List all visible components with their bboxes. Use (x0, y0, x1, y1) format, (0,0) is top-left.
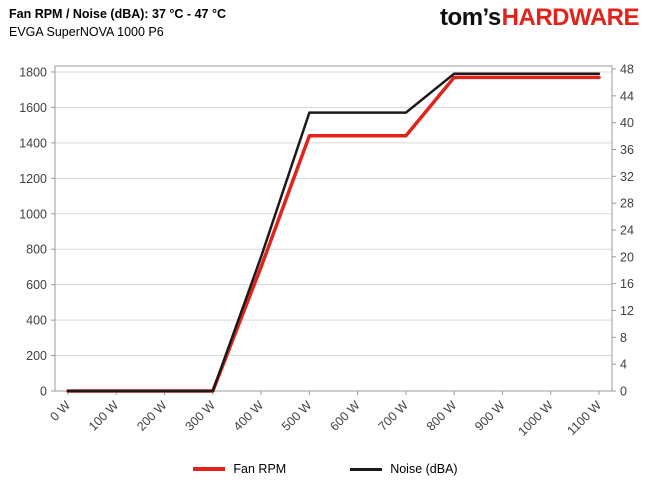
legend-item: Noise (dBA) (350, 462, 458, 476)
right-axis-tick-label: 36 (620, 143, 634, 157)
x-axis-tick-label: 200 W (134, 398, 170, 434)
chart-title: Fan RPM / Noise (dBA): 37 °C - 47 °C (9, 7, 226, 21)
chart-header: Fan RPM / Noise (dBA): 37 °C - 47 °C EVG… (9, 7, 226, 39)
x-axis-tick-label: 1100 W (564, 398, 604, 438)
right-axis-tick-label: 24 (620, 224, 634, 238)
right-axis-tick-label: 44 (620, 89, 634, 103)
x-axis-tick-label: 500 W (279, 398, 315, 434)
x-axis-tick-label: 100 W (86, 398, 122, 434)
right-axis-tick-label: 28 (620, 197, 634, 211)
left-axis-tick-label: 0 (40, 385, 47, 399)
right-axis-tick-label: 4 (620, 358, 627, 372)
legend-label: Fan RPM (233, 462, 287, 476)
left-axis-tick-label: 400 (26, 314, 47, 328)
x-axis-tick-label: 600 W (327, 398, 363, 434)
logo-text-hardware: HARDWARE (501, 4, 640, 31)
left-axis-tick-label: 1000 (19, 207, 47, 221)
x-axis-tick-label: 1000 W (515, 398, 556, 439)
left-axis-tick-label: 1400 (19, 136, 47, 150)
right-axis-tick-label: 16 (620, 277, 634, 291)
logo-text-toms: tom’s (440, 4, 501, 31)
x-axis-tick-label: 900 W (472, 398, 508, 434)
x-axis-tick-label: 300 W (182, 398, 218, 434)
left-axis-tick-label: 800 (26, 243, 47, 257)
legend-swatch (193, 467, 226, 471)
right-axis-tick-label: 0 (620, 385, 627, 399)
x-axis-tick-label: 400 W (231, 398, 267, 434)
right-axis-tick-label: 40 (620, 116, 634, 130)
x-axis-tick-label: 700 W (376, 398, 412, 434)
left-axis-tick-label: 1200 (19, 172, 47, 186)
x-axis-tick-label: 800 W (424, 398, 460, 434)
chart-legend: Fan RPM Noise (dBA) (0, 462, 651, 476)
toms-hardware-logo: tom’sHARDWARE (440, 4, 639, 32)
noise-dba-line (66, 72, 601, 393)
left-axis-tick-label: 600 (26, 278, 47, 292)
left-axis-tick-label: 1800 (19, 66, 47, 80)
fan-rpm-line (66, 75, 601, 393)
fan-rpm-noise-line-chart: 0200400600800100012001400160018000481216… (19, 63, 634, 439)
right-axis-tick-label: 8 (620, 331, 627, 345)
left-axis-tick-label: 1600 (19, 101, 47, 115)
legend-item: Fan RPM (193, 462, 286, 476)
legend-swatch (350, 467, 383, 471)
right-axis-tick-label: 20 (620, 250, 634, 264)
plot-border (54, 65, 613, 392)
left-axis-tick-label: 200 (26, 349, 47, 363)
chart-subtitle: EVGA SuperNOVA 1000 P6 (9, 25, 164, 39)
x-axis-tick-label: 0 W (47, 398, 73, 424)
right-axis-tick-label: 32 (620, 170, 634, 184)
right-axis-tick-label: 48 (620, 63, 634, 77)
legend-label: Noise (dBA) (390, 462, 458, 476)
right-axis-tick-label: 12 (620, 304, 634, 318)
